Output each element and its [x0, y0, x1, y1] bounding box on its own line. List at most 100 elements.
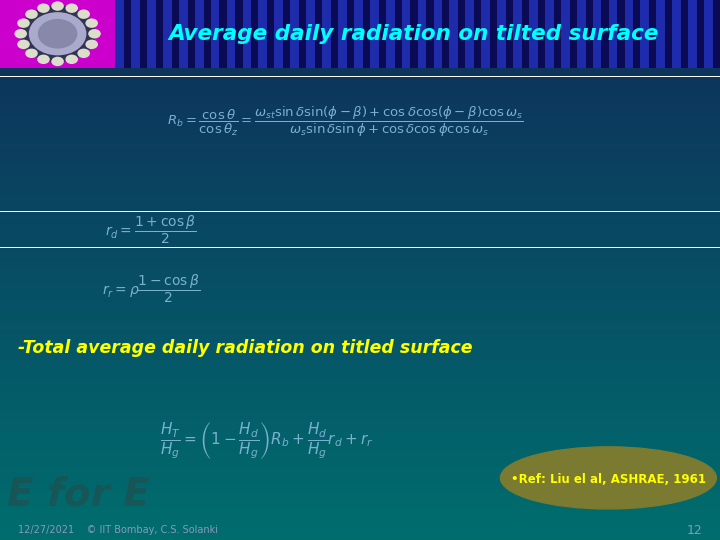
Bar [306, 0, 315, 68]
Bar [0, 135, 720, 139]
Bar [290, 0, 299, 68]
Bar [0, 117, 720, 122]
Bar [0, 504, 720, 509]
Bar [0, 112, 720, 117]
Bar [147, 0, 156, 68]
Bar [0, 301, 720, 306]
Text: 12/27/2021    © IIT Bombay, C.S. Solanki: 12/27/2021 © IIT Bombay, C.S. Solanki [18, 525, 218, 535]
Bar [0, 45, 720, 50]
Circle shape [25, 10, 38, 19]
Bar [0, 212, 720, 216]
Bar [0, 180, 720, 185]
Bar [0, 216, 720, 220]
Bar [0, 486, 720, 490]
Bar [0, 23, 720, 27]
Bar [0, 450, 720, 455]
Bar [0, 27, 720, 31]
Bar [657, 0, 665, 68]
Text: $r_d = \dfrac{1+\cos\beta}{2}$: $r_d = \dfrac{1+\cos\beta}{2}$ [105, 213, 197, 246]
Bar [0, 166, 720, 171]
Bar [0, 122, 720, 126]
Circle shape [86, 39, 98, 49]
Text: 12: 12 [686, 524, 702, 537]
Bar [322, 0, 331, 68]
Circle shape [86, 18, 98, 28]
Bar [179, 0, 188, 68]
Bar [0, 54, 720, 58]
Bar [0, 482, 720, 486]
Bar [0, 256, 720, 261]
Bar [354, 0, 363, 68]
Circle shape [17, 18, 30, 28]
Bar [529, 0, 538, 68]
Bar [0, 432, 720, 436]
Bar [0, 364, 720, 369]
Circle shape [14, 29, 27, 38]
Bar [0, 490, 720, 495]
Bar [0, 396, 720, 401]
Bar [274, 0, 283, 68]
Bar [688, 0, 697, 68]
Bar [0, 468, 720, 472]
Circle shape [77, 49, 90, 58]
Bar [0, 171, 720, 176]
Bar [0, 428, 720, 432]
Bar [0, 324, 720, 328]
Circle shape [51, 2, 64, 11]
Text: $r_r = \rho\dfrac{1-\cos\beta}{2}$: $r_r = \rho\dfrac{1-\cos\beta}{2}$ [102, 273, 200, 305]
Circle shape [29, 12, 86, 56]
Bar [0, 94, 720, 99]
Bar [0, 536, 720, 540]
Bar [0, 261, 720, 266]
Bar [0, 509, 720, 513]
Circle shape [20, 5, 95, 62]
Bar [258, 0, 267, 68]
Bar [0, 455, 720, 459]
Bar [0, 131, 720, 135]
Text: •Ref: Liu el al, ASHRAE, 1961: •Ref: Liu el al, ASHRAE, 1961 [511, 473, 706, 486]
Bar [0, 36, 720, 40]
Bar [0, 441, 720, 445]
Bar [0, 463, 720, 468]
Bar [0, 202, 720, 207]
Bar [0, 477, 720, 482]
Bar [0, 284, 720, 288]
Bar [0, 85, 720, 90]
Bar [0, 522, 720, 526]
Bar [545, 0, 554, 68]
Bar [0, 189, 720, 193]
Bar [0, 153, 720, 158]
Bar [0, 288, 720, 293]
Bar [593, 0, 601, 68]
Bar [0, 198, 720, 202]
Bar [433, 0, 442, 68]
Text: -Total average daily radiation on titled surface: -Total average daily radiation on titled… [18, 339, 472, 357]
Bar [449, 0, 458, 68]
Bar [640, 0, 649, 68]
Bar [0, 351, 720, 355]
Bar [0, 139, 720, 144]
Bar [0, 68, 720, 72]
Text: $R_b = \dfrac{\cos\theta}{\cos\theta_z} = \dfrac{\omega_{st}\sin\delta\sin(\phi-: $R_b = \dfrac{\cos\theta}{\cos\theta_z} … [167, 104, 524, 139]
Bar [0, 0, 115, 68]
Bar [0, 239, 720, 243]
Bar [0, 77, 720, 81]
Bar [115, 0, 124, 68]
Bar [0, 436, 720, 441]
Bar [0, 0, 720, 68]
Bar [0, 50, 720, 54]
Bar [0, 40, 720, 45]
Bar [0, 360, 720, 364]
Circle shape [25, 49, 38, 58]
Ellipse shape [500, 447, 716, 509]
Bar [0, 347, 720, 351]
Bar [0, 459, 720, 463]
Circle shape [66, 55, 78, 64]
Bar [195, 0, 204, 68]
Bar [338, 0, 347, 68]
Bar [0, 90, 720, 94]
Bar [481, 0, 490, 68]
Bar [0, 4, 720, 9]
Bar [0, 315, 720, 320]
Bar [0, 252, 720, 256]
